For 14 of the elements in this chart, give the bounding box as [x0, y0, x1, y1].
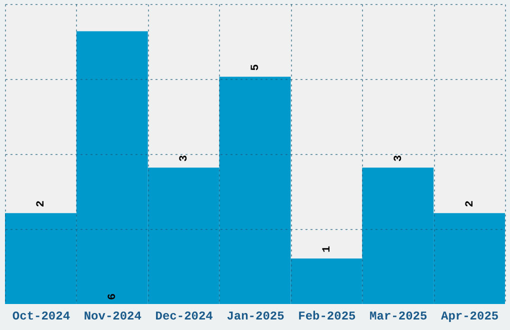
x-tick-label: Mar-2025 — [370, 310, 428, 324]
data-label: 6 — [107, 293, 120, 300]
data-label: 2 — [464, 200, 476, 208]
x-tick-label: Feb-2025 — [298, 310, 356, 324]
data-label: 3 — [392, 154, 405, 162]
data-label: 3 — [178, 154, 191, 162]
x-tick-label: Dec-2024 — [155, 310, 213, 324]
x-tick-label: Apr-2025 — [440, 310, 499, 324]
data-label: 2 — [36, 200, 48, 208]
x-tick-label: Oct-2024 — [12, 310, 70, 324]
x-tick-label: Jan-2025 — [226, 310, 284, 324]
data-label: 1 — [321, 246, 334, 253]
data-label: 5 — [250, 64, 262, 71]
x-tick-label: Nov-2024 — [84, 310, 142, 324]
